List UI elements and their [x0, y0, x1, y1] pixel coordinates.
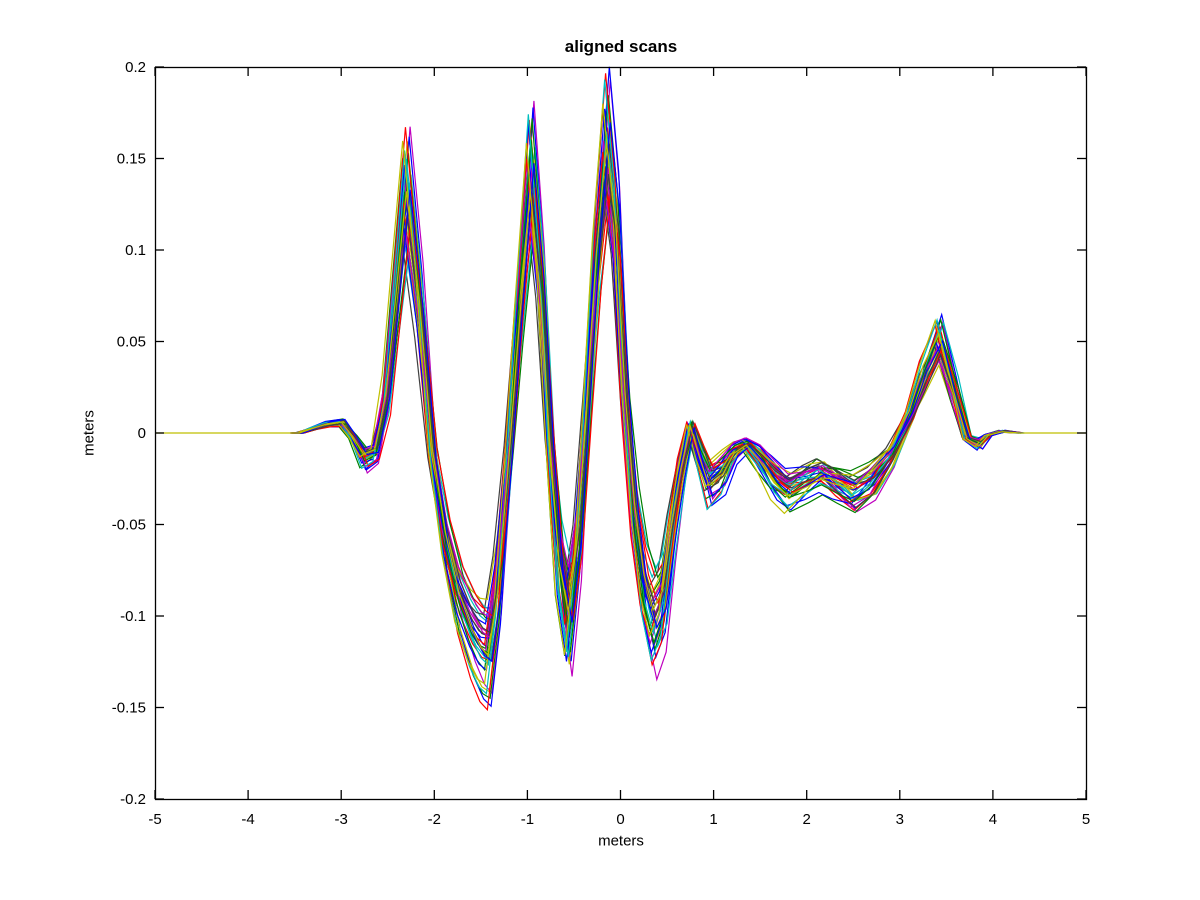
x-tick-label: -4 — [241, 811, 254, 828]
x-tick-label: 5 — [1082, 811, 1090, 828]
y-tick-label: 0.2 — [125, 59, 146, 76]
scan-line — [293, 143, 1021, 662]
y-tick-label: 0.1 — [125, 242, 146, 259]
scan-line — [298, 95, 1016, 700]
x-tick-label: 2 — [803, 811, 811, 828]
x-tick-label: -3 — [335, 811, 348, 828]
chart-title: aligned scans — [564, 37, 678, 56]
scan-line — [297, 181, 1015, 625]
y-tick-label: -0.2 — [120, 791, 146, 808]
x-axis-label: meters — [598, 832, 644, 850]
y-tick-label: -0.05 — [112, 517, 146, 534]
x-tick-label: 0 — [616, 811, 624, 828]
y-tick-label: 0.05 — [117, 334, 146, 351]
x-tick-label: -2 — [428, 811, 441, 828]
scan-line-reference — [155, 142, 1086, 657]
x-tick-label: -5 — [148, 811, 161, 828]
x-tick-label: 3 — [896, 811, 904, 828]
x-tick-label: -1 — [521, 811, 534, 828]
x-tick-label: 1 — [709, 811, 717, 828]
y-tick-label: 0 — [138, 425, 146, 442]
y-axis-label: meters — [80, 410, 98, 456]
scan-line — [296, 79, 1017, 695]
x-tick-label: 4 — [989, 811, 997, 828]
y-tick-label: 0.15 — [117, 151, 146, 168]
y-tick-label: -0.15 — [112, 700, 146, 717]
y-tick-label: -0.1 — [120, 608, 146, 625]
